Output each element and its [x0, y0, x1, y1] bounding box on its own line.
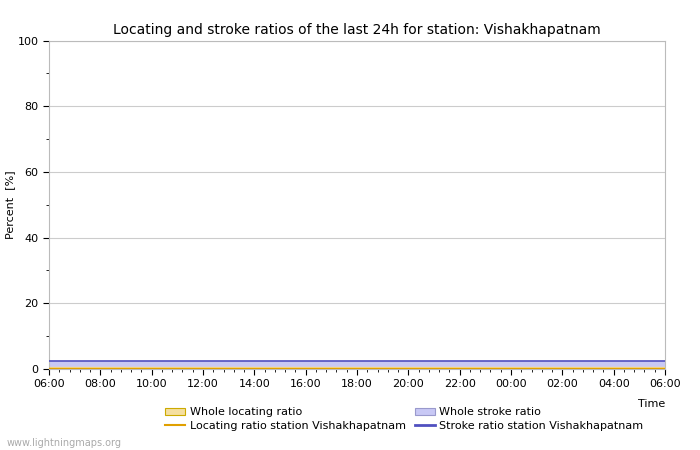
- Y-axis label: Percent  [%]: Percent [%]: [5, 171, 15, 239]
- Text: www.lightningmaps.org: www.lightningmaps.org: [7, 438, 122, 448]
- Text: Time: Time: [638, 399, 665, 409]
- Legend: Whole locating ratio, Locating ratio station Vishakhapatnam, Whole stroke ratio,: Whole locating ratio, Locating ratio sta…: [165, 407, 643, 431]
- Title: Locating and stroke ratios of the last 24h for station: Vishakhapatnam: Locating and stroke ratios of the last 2…: [113, 22, 601, 36]
